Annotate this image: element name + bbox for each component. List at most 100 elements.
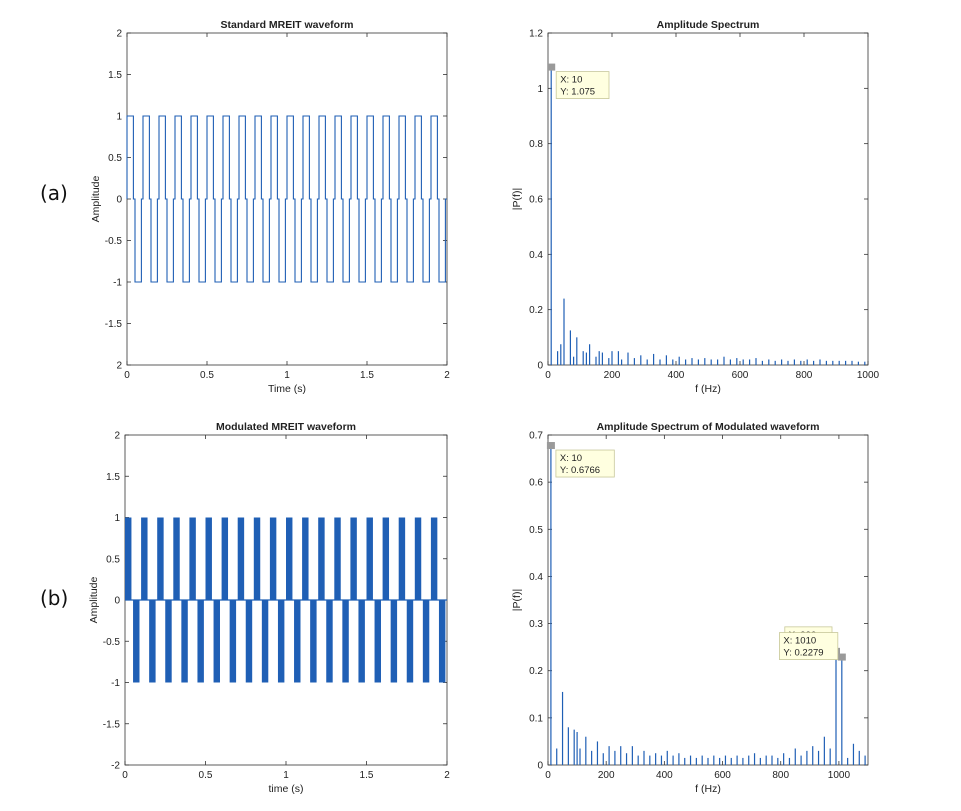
a-spec-datatip-y: Y: 1.075 xyxy=(560,87,595,98)
b-time-pulse-positive xyxy=(286,517,293,600)
b-spec-xtick-label: 400 xyxy=(656,770,673,781)
a-spec-xtick-label: 1000 xyxy=(857,370,880,381)
b-time-pulse-negative xyxy=(342,600,349,683)
a-spec-ytick-label: 0.6 xyxy=(529,195,543,206)
b-spec-datatip-marker xyxy=(546,442,555,450)
b-time-pulse-positive xyxy=(237,517,245,600)
b-time-pulse-positive xyxy=(382,517,390,600)
b-time-pulse-negative xyxy=(149,600,156,683)
b-spec-xtick-label: 1000 xyxy=(828,770,851,781)
b-time-ytick-label: -1 xyxy=(111,678,120,689)
b-time-pulse-positive xyxy=(221,517,229,600)
b-time-pulse-positive xyxy=(125,517,132,600)
b-time-xtick-label: 1 xyxy=(283,770,289,781)
a-spec-xtick-label: 200 xyxy=(604,370,621,381)
b-time-pulse-negative xyxy=(406,600,414,683)
a-time-ytick-label: -0.5 xyxy=(105,236,123,247)
b-spec-ytick-label: 0.3 xyxy=(529,619,543,630)
a-time-ytick-label: 1.5 xyxy=(108,70,122,81)
b-spec-datatip-box xyxy=(555,449,615,478)
a-spec-ytick-label: 1 xyxy=(537,84,543,95)
b-spec-ytick-label: 0.5 xyxy=(529,525,543,536)
b-time-pulse-negative xyxy=(197,600,204,683)
b-spec-xtick-label: 600 xyxy=(714,770,731,781)
a-spec-ytick-label: 0.2 xyxy=(529,305,543,316)
b-time-ylabel: Amplitude xyxy=(88,577,100,624)
a-spec-title: Amplitude Spectrum xyxy=(657,19,760,31)
b-time-ytick-label: 1 xyxy=(114,513,120,524)
b-time-pulse-positive xyxy=(366,517,373,600)
b-time-pulse-positive xyxy=(189,517,196,600)
b-time-ytick-label: 2 xyxy=(114,431,120,442)
b-time-pulse-positive xyxy=(414,517,422,600)
b-time-xtick-label: 1.5 xyxy=(360,770,374,781)
b-spec-ytick-label: 0.4 xyxy=(529,572,543,583)
b-time-xtick-label: 0.5 xyxy=(199,770,213,781)
b-time-pulse-negative xyxy=(422,600,430,683)
b-spec-xtick-label: 800 xyxy=(772,770,789,781)
a-time-ylabel: Amplitude xyxy=(90,176,102,223)
b-time-pulse-negative xyxy=(277,600,285,683)
b-time-pulse-negative xyxy=(390,600,398,683)
b-time-pulse-positive xyxy=(430,517,438,600)
a-time-xtick-label: 1.5 xyxy=(360,370,374,381)
row-label-b: (b) xyxy=(40,586,69,610)
b-time-ytick-label: -2 xyxy=(111,761,120,772)
a-spec-datatip-x: X: 10 xyxy=(560,75,582,86)
a-spec-xtick-label: 0 xyxy=(545,370,551,381)
a-spec-xtick-label: 600 xyxy=(732,370,749,381)
b-time-pulse-negative xyxy=(181,600,188,683)
b-spec-ytick-label: 0.2 xyxy=(529,666,543,677)
b-time-pulse-positive xyxy=(269,517,277,600)
b-time-pulse-negative xyxy=(213,600,220,683)
a-time-series-line xyxy=(126,115,447,283)
b-time-pulse-negative xyxy=(310,600,317,683)
a-time-xtick-label: 1 xyxy=(284,370,290,381)
b-time-pulse-negative xyxy=(133,600,140,683)
b-spec-axes-box xyxy=(547,434,869,766)
b-time-pulse-positive xyxy=(350,517,357,600)
a-time-xlabel: Time (s) xyxy=(268,383,306,395)
a-spec-ytick-label: 0 xyxy=(537,361,543,372)
b-time-pulse-positive xyxy=(253,517,261,600)
a-time-ytick-label: -1 xyxy=(113,278,122,289)
b-spec-datatip-box xyxy=(779,632,839,660)
b-time-pulse-negative xyxy=(326,600,333,683)
a-spec-xlabel: f (Hz) xyxy=(695,383,721,395)
b-time-pulse-negative xyxy=(261,600,269,683)
a-time-ytick-label: 2 xyxy=(116,361,122,372)
b-time-ytick-label: 0.5 xyxy=(106,554,120,565)
a-spec-datatip-box xyxy=(555,71,610,99)
b-time-pulse-negative xyxy=(245,600,253,683)
a-time-ytick-label: 1 xyxy=(116,112,122,123)
b-spec-datatip-marker xyxy=(837,653,846,661)
b-spec-ytick-label: 0 xyxy=(537,761,543,772)
a-time-xtick-label: 0 xyxy=(124,370,130,381)
a-time-ytick-label: 2 xyxy=(116,29,122,40)
b-time-ytick-label: -1.5 xyxy=(103,719,121,730)
a-time-xtick-label: 0.5 xyxy=(200,370,214,381)
a-time-ytick-label: -1.5 xyxy=(105,319,123,330)
b-time-pulse-positive xyxy=(205,517,212,600)
a-spec-ylabel: |P(f)| xyxy=(511,188,523,210)
b-time-pulse-negative xyxy=(438,600,446,683)
a-time-title: Standard MREIT waveform xyxy=(220,19,353,31)
b-time-pulse-positive xyxy=(141,517,148,600)
b-spec-xlabel: f (Hz) xyxy=(695,783,721,795)
a-spec-xtick-label: 400 xyxy=(668,370,685,381)
b-spec-title: Amplitude Spectrum of Modulated waveform xyxy=(597,421,820,433)
a-time-xtick-label: 2 xyxy=(444,370,450,381)
b-spec-ylabel: |P(f)| xyxy=(511,589,523,611)
a-spec-xtick-label: 800 xyxy=(796,370,813,381)
b-time-pulse-positive xyxy=(157,517,164,600)
b-time-ytick-label: 0 xyxy=(114,596,120,607)
b-spec-datatip-x: X: 10 xyxy=(560,453,582,464)
a-spec-ytick-label: 0.8 xyxy=(529,139,543,150)
b-time-pulse-negative xyxy=(358,600,365,683)
b-time-pulse-negative xyxy=(165,600,172,683)
b-spec-ytick-label: 0.6 xyxy=(529,478,543,489)
b-time-pulse-negative xyxy=(229,600,237,683)
b-time-pulse-negative xyxy=(294,600,301,683)
b-time-pulse-negative xyxy=(374,600,381,683)
